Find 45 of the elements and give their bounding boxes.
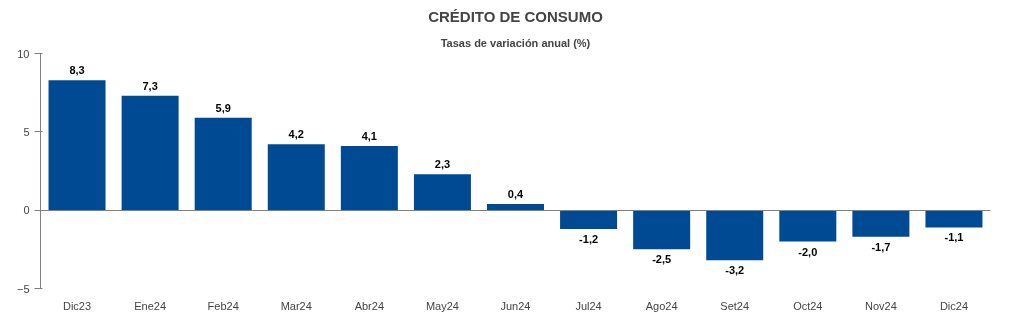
x-tick-label: Set24 [720, 299, 750, 312]
x-tick-label: Oct24 [793, 299, 823, 312]
y-tick-label: −5 [16, 282, 30, 295]
bar [633, 210, 691, 250]
y-tick-label: 5 [23, 125, 30, 138]
x-tick-label: Ago24 [645, 299, 678, 312]
x-tick-label: Jun24 [500, 299, 531, 312]
bar [194, 117, 252, 211]
y-tick-label: 0 [23, 204, 30, 217]
bar [340, 145, 398, 211]
data-label: -2,5 [652, 253, 672, 266]
bar [560, 210, 618, 229]
data-label: 8,3 [69, 64, 85, 77]
x-tick-label: May24 [425, 299, 459, 312]
data-label: 7,3 [142, 79, 158, 92]
bar [267, 144, 325, 211]
bar [121, 95, 179, 211]
x-tick-label: Nov24 [864, 299, 897, 312]
bar [48, 80, 106, 211]
data-label: 4,1 [361, 129, 377, 142]
y-tick-label: 10 [17, 47, 30, 60]
bar [852, 210, 910, 237]
data-label: -1,2 [579, 232, 599, 245]
chart-title: CRÉDITO DE CONSUMO [428, 7, 604, 25]
bar [413, 174, 471, 211]
bar [925, 210, 983, 228]
x-tick-label: Dic23 [62, 299, 92, 312]
x-tick-label: Feb24 [207, 299, 239, 312]
data-label: 2,3 [434, 158, 451, 171]
data-label: -1,7 [871, 240, 891, 253]
data-label: 4,2 [288, 128, 304, 141]
bar [706, 210, 764, 261]
x-tick-label: Abr24 [354, 299, 385, 312]
data-label: 0,4 [507, 187, 525, 200]
bar [487, 203, 544, 211]
x-tick-label: Ene24 [134, 299, 167, 312]
chart-subtitle: Tasas de variación anual (%) [440, 36, 591, 49]
data-label: -1,1 [944, 231, 964, 244]
data-label: -3,2 [725, 264, 745, 277]
x-tick-label: Mar24 [280, 299, 312, 312]
bar [779, 210, 837, 242]
x-tick-label: Jul24 [575, 299, 602, 312]
data-label: 5,9 [215, 101, 231, 114]
data-label: -2,0 [798, 245, 818, 258]
x-tick-label: Dic24 [939, 299, 969, 312]
